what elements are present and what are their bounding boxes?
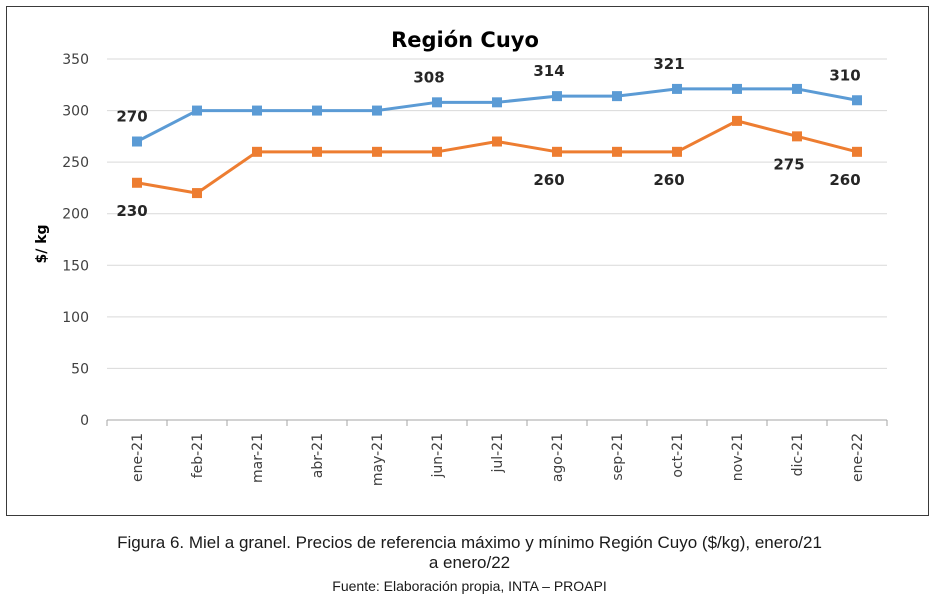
y-tick-label-0: 0 [80,413,89,429]
series-1-point [372,105,382,116]
series-2-data-label: 260 [533,171,564,189]
series-2-point [432,146,442,157]
series-1-point [432,97,442,108]
x-tick-label-ene-21: ene-21 [130,433,146,482]
x-tick-label-abr-21: abr-21 [310,433,326,478]
x-tick-label-dic-21: dic-21 [790,433,806,476]
series-1-point [732,83,742,94]
y-axis-label: $/ kg [34,224,50,263]
series-1-point [312,105,322,116]
y-tick-label-150: 150 [62,258,89,274]
series-2-point [372,146,382,157]
series-1-point [252,105,262,116]
figure-source: Fuente: Elaboración propia, INTA – PROAP… [332,578,607,594]
series-2-data-label: 260 [829,171,860,189]
series-2-point [612,146,622,157]
series-2-point [132,177,142,188]
y-tick-label-100: 100 [62,310,89,326]
x-tick-label-feb-21: feb-21 [190,433,206,478]
series-1-point [612,91,622,102]
x-tick-label-sep-21: sep-21 [610,433,626,481]
series-1-point [852,95,862,106]
chart-svg: Región Cuyo 0 50 100 150 200 250 300 350 $/ kg ene… [34,28,888,486]
series-1-data-label: 308 [413,68,444,86]
x-tick-label-oct-21: oct-21 [670,433,686,478]
series-2-point [252,146,262,157]
x-tick-label-ago-21: ago-21 [550,433,566,482]
series-1-point [132,136,142,147]
y-tick-label-200: 200 [62,207,89,223]
figure-caption: Figura 6. Miel a granel. Precios de refe… [0,533,939,573]
series-2-point [732,115,742,126]
series-2-point [552,146,562,157]
y-tick-label-300: 300 [62,104,89,120]
x-tick-label-mar-21: mar-21 [250,433,266,483]
series-1-point [492,97,502,108]
x-tick-label-ene-22: ene-22 [850,433,866,482]
series-2-point [792,131,802,142]
x-tick-label-nov-21: nov-21 [730,433,746,481]
series-1-point [792,83,802,94]
series-2-data-label: 230 [116,202,147,220]
x-tick-label-jun-21: jun-21 [430,433,446,479]
y-tick-label-50: 50 [71,361,89,377]
series-2-point [492,136,502,147]
series-1-data-label: 314 [533,62,564,80]
x-tick-label-jul-21: jul-21 [490,433,506,474]
series-1-data-label: 321 [653,55,684,73]
series-2-point [852,146,862,157]
series-1-point [192,105,202,116]
x-tick-label-may-21: may-21 [370,433,386,486]
series-1-data-label: 270 [116,108,147,126]
y-tick-label-350: 350 [62,52,89,68]
series-1-data-label: 310 [829,66,860,84]
series-2-point [672,146,682,157]
series-2-line [136,119,858,195]
series-2-data-label: 275 [773,155,804,173]
series-1-point [552,91,562,102]
chart-frame: Región Cuyo 0 50 100 150 200 250 300 350 $/ kg ene… [6,6,929,516]
caption-line-1: Figura 6. Miel a granel. Precios de refe… [117,533,822,552]
series-1-point [672,83,682,94]
series-1-line [136,87,858,143]
caption-line-2: a enero/22 [428,553,511,572]
chart-title: Región Cuyo [391,28,539,52]
series-2-data-label: 260 [653,171,684,189]
series-2-point [192,188,202,199]
y-tick-label-250: 250 [62,155,89,171]
series-2-point [312,146,322,157]
